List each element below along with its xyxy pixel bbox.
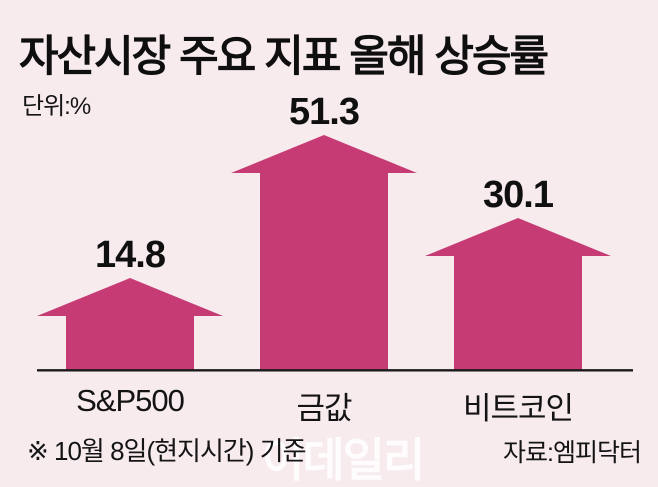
unit-label: 단위:% — [22, 93, 91, 120]
bar-arrow-bitcoin — [425, 218, 611, 371]
category-label-sp500: S&P500 — [76, 383, 185, 418]
bar-arrow-gold — [231, 135, 417, 371]
footnote: ※ 10월 8일(현지시간) 기준 — [27, 436, 307, 466]
bar-arrow-sp500 — [37, 278, 223, 371]
chart-title: 자산시장 주요 지표 올해 상승률 — [19, 33, 549, 81]
edaily-watermark: 이데일리 — [262, 434, 425, 486]
value-label-bitcoin: 30.1 — [483, 174, 554, 216]
source-label: 자료:엠피닥터 — [503, 439, 642, 467]
value-label-gold: 51.3 — [289, 91, 360, 133]
category-label-gold: 금값 — [296, 391, 352, 426]
category-label-bitcoin: 비트코인 — [462, 391, 574, 426]
value-label-sp500: 14.8 — [95, 234, 166, 276]
